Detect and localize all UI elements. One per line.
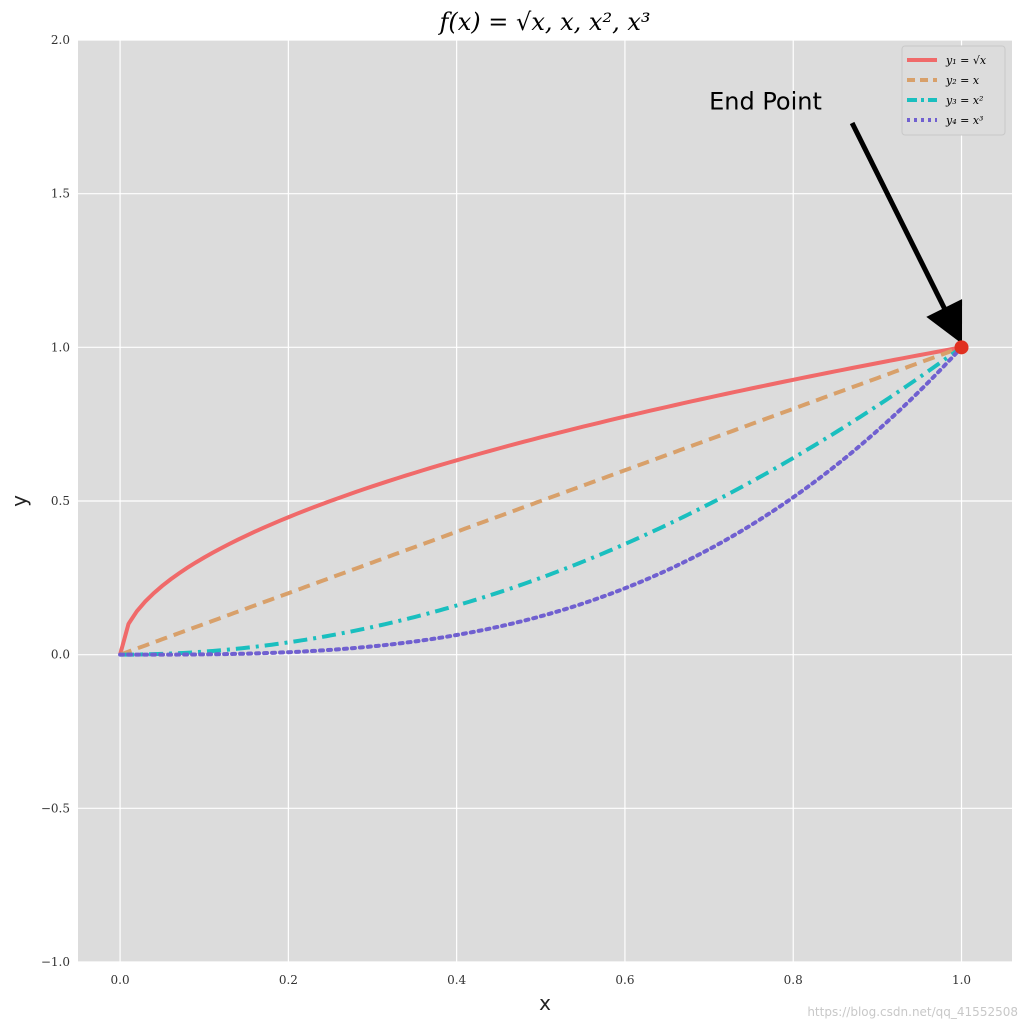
annotation-text: End Point — [709, 87, 822, 115]
y-tick-label: 2.0 — [51, 33, 70, 47]
x-tick-label: 0.2 — [279, 973, 298, 987]
x-axis-label: x — [539, 991, 551, 1015]
legend: y₁ = √x y₂ = x y₃ = x² y₄ = x³ — [901, 45, 1006, 136]
x-tick-label: 0.4 — [447, 973, 466, 987]
legend-label-2: y₂ = x — [945, 74, 980, 87]
annotation: End Point — [709, 87, 963, 344]
series-line-1 — [118, 345, 962, 656]
series-line-2 — [119, 345, 963, 657]
y-tick-label: 1.0 — [51, 340, 70, 354]
y-tick-label: 0.5 — [51, 494, 70, 508]
x-tick-label: 0.0 — [111, 973, 130, 987]
y-axis-label: y — [7, 495, 31, 507]
legend-label-3: y₃ = x² — [945, 94, 983, 107]
annotation-arrow — [849, 121, 963, 344]
y-tick-labels: −1.0 −0.5 0.0 0.5 1.0 1.5 2.0 — [41, 33, 70, 969]
legend-label-4: y₄ = x³ — [945, 114, 983, 127]
y-tick-label: 1.5 — [51, 187, 70, 201]
x-tick-label: 0.6 — [615, 973, 634, 987]
x-tick-label: 1.0 — [952, 973, 971, 987]
x-tick-label: 0.8 — [784, 973, 803, 987]
legend-label-1: y₁ = √x — [945, 54, 987, 67]
y-tick-label: 0.0 — [51, 648, 70, 662]
y-tick-label: −0.5 — [41, 801, 70, 815]
series-group — [118, 345, 964, 657]
x-tick-labels: 0.0 0.2 0.4 0.6 0.8 1.0 — [111, 973, 972, 987]
y-tick-label: −1.0 — [41, 955, 70, 969]
chart-title: f(x) = √x, x, x², x³ — [438, 8, 651, 36]
watermark: https://blog.csdn.net/qq_41552508 — [807, 1005, 1018, 1019]
series-line-4 — [118, 345, 964, 657]
legend-box — [901, 45, 1006, 136]
end-point-marker — [954, 340, 969, 355]
